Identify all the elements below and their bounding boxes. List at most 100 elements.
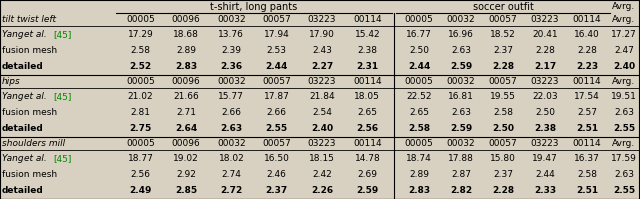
Text: 13.76: 13.76 <box>218 30 244 39</box>
Text: 2.50: 2.50 <box>492 124 514 133</box>
Text: 2.37: 2.37 <box>493 46 513 55</box>
Text: detailed: detailed <box>2 62 44 71</box>
Text: 2.55: 2.55 <box>613 186 635 195</box>
Text: 2.38: 2.38 <box>357 46 378 55</box>
Text: 17.59: 17.59 <box>611 154 637 163</box>
Text: et al.: et al. <box>24 154 47 163</box>
Text: 00057: 00057 <box>488 77 517 86</box>
Text: Avrg.: Avrg. <box>612 2 636 11</box>
Text: 03223: 03223 <box>308 15 336 24</box>
Text: 2.63: 2.63 <box>451 46 471 55</box>
Text: 17.27: 17.27 <box>611 30 637 39</box>
Text: 17.54: 17.54 <box>574 92 600 101</box>
Text: 16.96: 16.96 <box>448 30 474 39</box>
Text: 00114: 00114 <box>573 139 602 148</box>
Text: t-shirt, long pants: t-shirt, long pants <box>211 2 298 12</box>
Text: 2.59: 2.59 <box>450 62 472 71</box>
Text: 22.52: 22.52 <box>406 92 432 101</box>
Text: 2.26: 2.26 <box>311 186 333 195</box>
Text: 2.42: 2.42 <box>312 170 332 179</box>
Text: 19.51: 19.51 <box>611 92 637 101</box>
Text: 2.64: 2.64 <box>175 124 197 133</box>
Text: 00057: 00057 <box>488 139 517 148</box>
Text: 2.58: 2.58 <box>493 108 513 117</box>
Text: 2.31: 2.31 <box>356 62 378 71</box>
Text: 15.77: 15.77 <box>218 92 244 101</box>
Text: 2.28: 2.28 <box>577 46 597 55</box>
Text: 2.63: 2.63 <box>451 108 471 117</box>
Text: 17.94: 17.94 <box>264 30 289 39</box>
Text: 2.71: 2.71 <box>176 108 196 117</box>
Text: 2.83: 2.83 <box>408 186 430 195</box>
Text: 00032: 00032 <box>447 77 476 86</box>
Text: et al.: et al. <box>24 92 47 101</box>
Text: 00057: 00057 <box>262 139 291 148</box>
Text: 2.43: 2.43 <box>312 46 332 55</box>
Text: 2.44: 2.44 <box>266 62 288 71</box>
Text: 2.55: 2.55 <box>266 124 288 133</box>
Text: 2.59: 2.59 <box>356 186 378 195</box>
Text: 20.41: 20.41 <box>532 30 558 39</box>
Text: 00096: 00096 <box>172 15 200 24</box>
Text: detailed: detailed <box>2 186 44 195</box>
Text: 00114: 00114 <box>573 15 602 24</box>
Text: 2.75: 2.75 <box>129 124 152 133</box>
Text: 19.55: 19.55 <box>490 92 516 101</box>
Text: 2.58: 2.58 <box>408 124 430 133</box>
Text: 2.39: 2.39 <box>221 46 241 55</box>
Text: 17.29: 17.29 <box>128 30 154 39</box>
Text: 2.28: 2.28 <box>492 186 514 195</box>
Text: 2.65: 2.65 <box>409 108 429 117</box>
Text: 00005: 00005 <box>404 15 433 24</box>
Text: 2.36: 2.36 <box>220 62 243 71</box>
Text: 17.87: 17.87 <box>264 92 290 101</box>
Text: 03223: 03223 <box>531 77 559 86</box>
Text: 18.52: 18.52 <box>490 30 516 39</box>
Text: fusion mesh: fusion mesh <box>2 170 57 179</box>
Text: 2.58: 2.58 <box>577 170 597 179</box>
Text: 2.89: 2.89 <box>409 170 429 179</box>
Text: 2.47: 2.47 <box>614 46 634 55</box>
Text: 14.78: 14.78 <box>355 154 380 163</box>
Text: 00005: 00005 <box>126 15 155 24</box>
Text: 03223: 03223 <box>531 139 559 148</box>
Text: 2.66: 2.66 <box>221 108 241 117</box>
Text: 2.59: 2.59 <box>450 124 472 133</box>
Text: 2.28: 2.28 <box>535 46 555 55</box>
Text: 19.47: 19.47 <box>532 154 558 163</box>
Text: 16.40: 16.40 <box>574 30 600 39</box>
Text: 2.52: 2.52 <box>130 62 152 71</box>
Text: 2.51: 2.51 <box>576 124 598 133</box>
Text: 2.85: 2.85 <box>175 186 197 195</box>
Text: shoulders mill: shoulders mill <box>2 139 65 148</box>
Text: 2.72: 2.72 <box>220 186 243 195</box>
Text: [45]: [45] <box>53 30 72 39</box>
Text: 18.02: 18.02 <box>218 154 244 163</box>
Text: 2.58: 2.58 <box>131 46 150 55</box>
Text: 00032: 00032 <box>217 77 246 86</box>
Text: 00114: 00114 <box>353 139 381 148</box>
Text: 15.42: 15.42 <box>355 30 380 39</box>
Text: 2.51: 2.51 <box>576 186 598 195</box>
Text: 18.74: 18.74 <box>406 154 432 163</box>
Text: Yang: Yang <box>2 154 26 163</box>
Text: Avrg.: Avrg. <box>612 139 636 148</box>
Text: 16.50: 16.50 <box>264 154 290 163</box>
Text: 2.66: 2.66 <box>267 108 287 117</box>
Text: 2.63: 2.63 <box>614 170 634 179</box>
Text: et al.: et al. <box>24 30 47 39</box>
Text: 2.38: 2.38 <box>534 124 556 133</box>
Text: 03223: 03223 <box>531 15 559 24</box>
Text: 17.88: 17.88 <box>448 154 474 163</box>
Text: 2.55: 2.55 <box>613 124 635 133</box>
Text: Yang: Yang <box>2 92 26 101</box>
Text: 2.49: 2.49 <box>129 186 152 195</box>
Text: 2.82: 2.82 <box>450 186 472 195</box>
Text: 00005: 00005 <box>126 139 155 148</box>
Text: tilt twist left: tilt twist left <box>2 15 56 24</box>
Text: 2.37: 2.37 <box>493 170 513 179</box>
Text: 00114: 00114 <box>573 77 602 86</box>
Text: 00057: 00057 <box>262 77 291 86</box>
Text: 2.54: 2.54 <box>312 108 332 117</box>
Text: 16.77: 16.77 <box>406 30 432 39</box>
